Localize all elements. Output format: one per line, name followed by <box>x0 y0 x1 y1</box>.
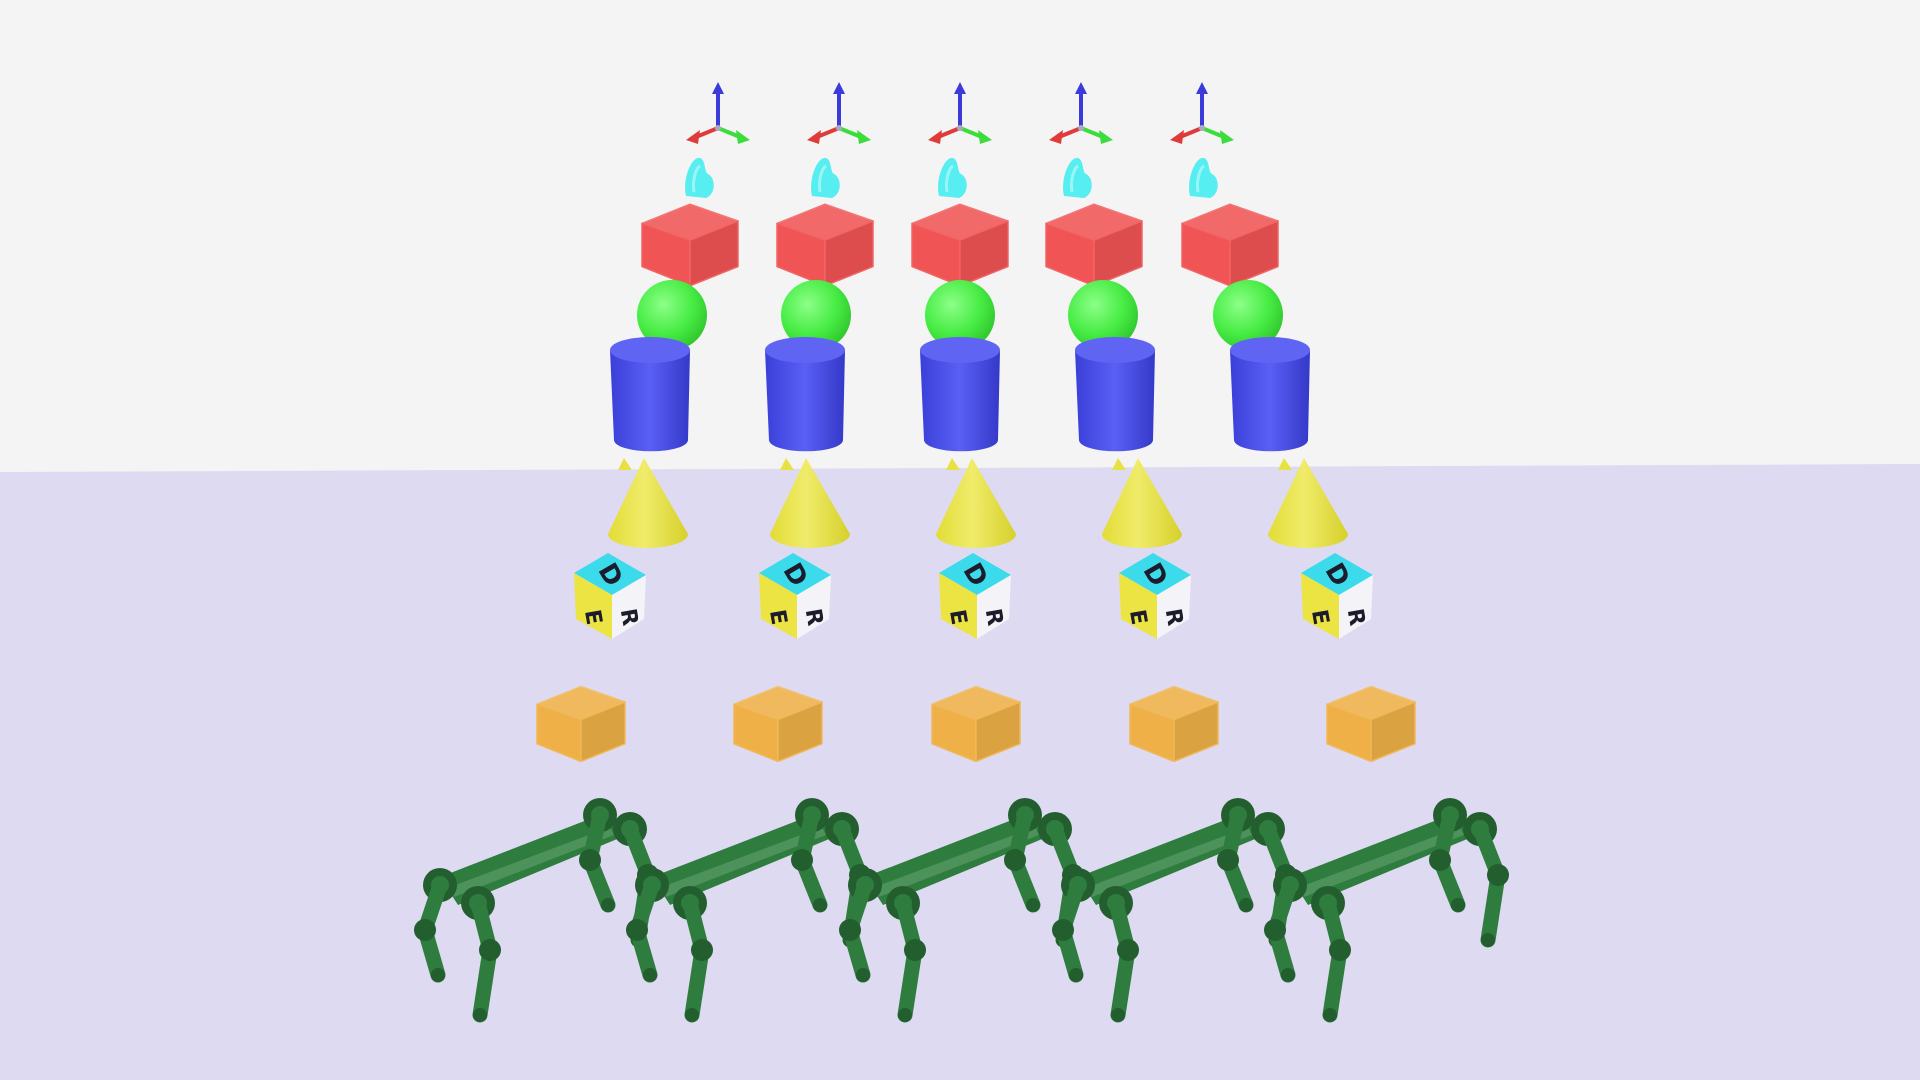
cube-letter-r: R <box>1342 607 1370 628</box>
cube-letter-r: R <box>980 607 1008 628</box>
blue-cylinder-5 <box>1230 337 1310 452</box>
cube-letter-e: E <box>1306 608 1333 627</box>
quadruped-robot-5 <box>1264 798 1509 1023</box>
blue-cylinder-3 <box>920 337 1000 452</box>
blue-cylinder-4 <box>1075 337 1155 452</box>
orange-cube-4 <box>1129 685 1219 763</box>
red-cube-5 <box>1181 203 1279 287</box>
cyan-blob-4 <box>1063 157 1092 198</box>
cyan-blob-1 <box>685 157 714 198</box>
cyan-blob-5 <box>1189 157 1218 198</box>
orange-cube-2 <box>733 685 823 763</box>
blue-cylinder-2 <box>765 337 845 452</box>
yellow-cone-1 <box>608 458 688 548</box>
cube-letter-r: R <box>800 607 828 628</box>
red-cube-2 <box>776 203 874 287</box>
cube-letter-e: E <box>764 608 791 627</box>
axis-gizmo-5 <box>1170 82 1234 144</box>
orange-cube-1 <box>536 685 626 763</box>
green-sphere-4 <box>1068 280 1138 350</box>
cyan-blob-2 <box>811 157 840 198</box>
letter-cube-2: DE R <box>759 553 831 639</box>
cube-letter-e: E <box>579 608 606 627</box>
yellow-cone-4 <box>1102 458 1182 548</box>
letter-cube-3: DE R <box>939 553 1011 639</box>
cube-letter-e: E <box>944 608 971 627</box>
axis-gizmo-4 <box>1049 82 1113 144</box>
quadruped-robot-1 <box>414 798 659 1023</box>
floor-plane <box>0 464 1920 1080</box>
cube-letter-r: R <box>1160 607 1188 628</box>
red-cube-3 <box>911 203 1009 287</box>
axis-gizmo-3 <box>928 82 992 144</box>
quadruped-robot-3 <box>839 798 1084 1023</box>
letter-cube-4: DE R <box>1119 553 1191 639</box>
cyan-blob-3 <box>938 157 967 198</box>
letter-cube-5: DE R <box>1301 553 1373 639</box>
yellow-cone-3 <box>936 458 1016 548</box>
green-sphere-3 <box>925 280 995 350</box>
blue-cylinder-1 <box>610 337 690 452</box>
orange-cube-5 <box>1326 685 1416 763</box>
red-cube-1 <box>641 203 739 287</box>
letter-cube-1: DE R <box>574 553 646 639</box>
quadruped-robot-4 <box>1052 798 1297 1023</box>
quadruped-robot-2 <box>626 798 871 1023</box>
green-sphere-2 <box>781 280 851 350</box>
green-sphere-5 <box>1213 280 1283 350</box>
axis-gizmo-1 <box>686 82 750 144</box>
yellow-cone-5 <box>1268 458 1348 548</box>
green-sphere-1 <box>637 280 707 350</box>
cube-letter-e: E <box>1124 608 1151 627</box>
axis-gizmo-2 <box>807 82 871 144</box>
red-cube-4 <box>1045 203 1143 287</box>
cube-letter-r: R <box>615 607 643 628</box>
orange-cube-3 <box>931 685 1021 763</box>
yellow-cone-2 <box>770 458 850 548</box>
